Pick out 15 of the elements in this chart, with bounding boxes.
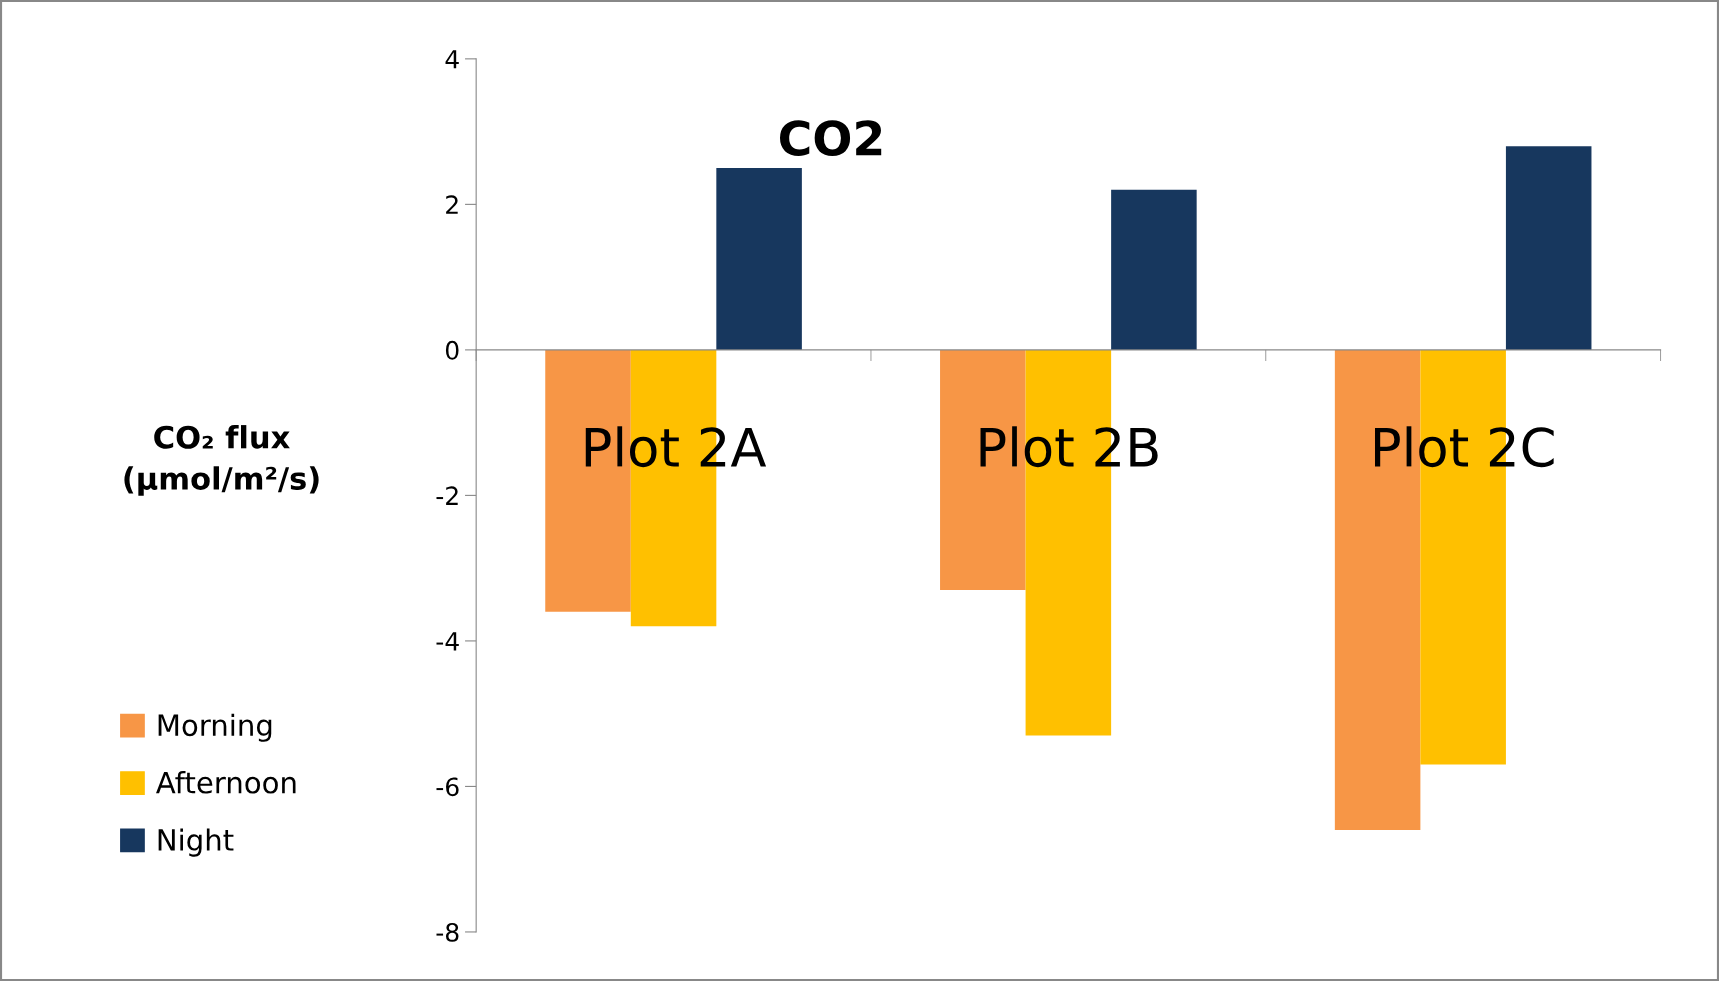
y-tick-label: -6: [436, 777, 459, 797]
legend-label: Morning: [158, 713, 272, 742]
y-tick-label: -4: [436, 632, 459, 651]
legend-label: Afternoon: [156, 771, 296, 794]
y-tick-label: -8: [436, 922, 459, 942]
y-tick-label: -2: [436, 486, 458, 505]
text: CO2: [780, 120, 882, 156]
bar: [716, 168, 802, 350]
legend-label: Night: [158, 828, 234, 857]
y-tick-label: 0: [445, 340, 459, 360]
bar: [1505, 146, 1592, 350]
bar: [1111, 189, 1197, 350]
y-axis-title: CO₂ flux (μmol/m²/s): [124, 425, 319, 496]
y-tick-label: 2: [446, 195, 458, 214]
y-tick-label: 4: [445, 50, 459, 69]
